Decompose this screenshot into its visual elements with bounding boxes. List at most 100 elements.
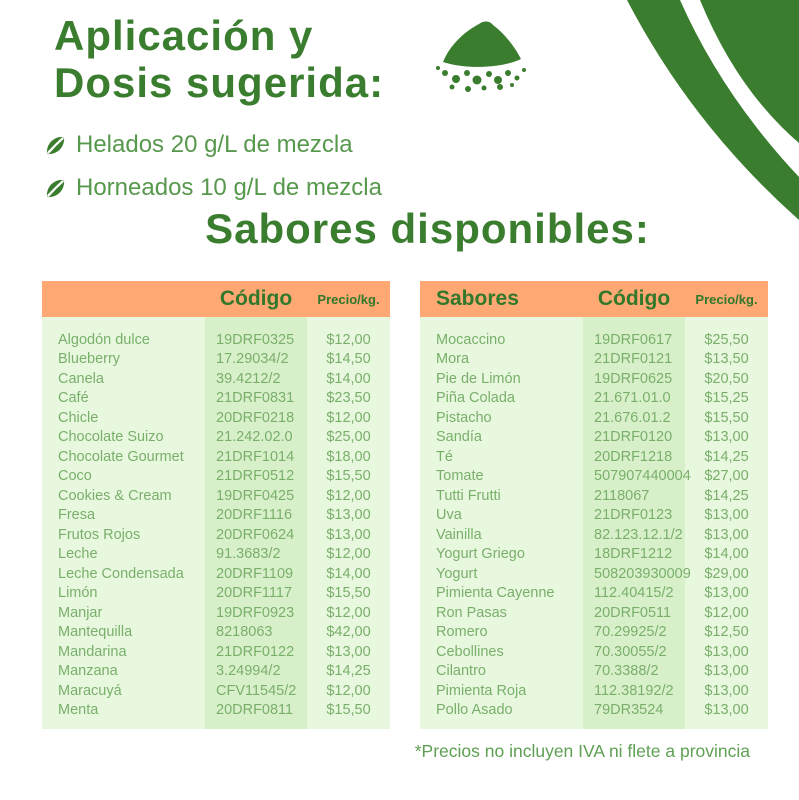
table-row: Chicle 20DRF0218 $12,00: [42, 408, 390, 428]
code-cell: 2118067: [594, 487, 650, 504]
header-codigo-cell: Código: [597, 287, 671, 310]
table-rows-left: Algodón dulce 19DRF0325 $12,00 Blueberry 17.…: [42, 330, 390, 720]
flavor-name-cell: Mandarina: [58, 643, 127, 660]
table-row: Ron Pasas 20DRF0511 $12,00: [420, 603, 768, 623]
header-sabores-cell: Sabores: [436, 287, 519, 310]
table-row: Frutos Rojos 20DRF0624 $13,00: [42, 525, 390, 545]
table-body-left: Algodón dulce 19DRF0325 $12,00 Blueberry 17.…: [42, 317, 390, 729]
code-cell: 20DRF0511: [594, 604, 672, 621]
code-cell: 17.29034/2: [216, 351, 289, 368]
table-row: Pimienta Roja 112.38192/2 $13,00: [420, 681, 768, 701]
flavor-name-cell: Sandía: [436, 429, 482, 446]
flavor-name-cell: Fresa: [58, 507, 96, 524]
code-cell: 21.242.02.0: [216, 429, 293, 446]
flavor-name-cell: Menta: [58, 702, 99, 719]
flavor-name-cell: Pimienta Cayenne: [436, 585, 555, 602]
header-precio-cell: Precio/kg.: [695, 291, 758, 307]
price-cell: $12,00: [326, 546, 371, 563]
code-cell: 507907440004: [594, 468, 691, 485]
table-row: Pimienta Cayenne 112.40415/2 $13,00: [420, 584, 768, 604]
code-cell: 82.123.12.1/2: [594, 526, 683, 543]
flavor-name-cell: Leche Condensada: [58, 565, 184, 582]
table-row: Tomate 507907440004 $27,00: [420, 467, 768, 487]
price-cell: $15,50: [326, 702, 371, 719]
code-cell: 21DRF0123: [594, 507, 673, 524]
price-cell: $14,25: [704, 448, 749, 465]
flavor-name-cell: Limón: [58, 585, 98, 602]
price-cell: $15,50: [704, 409, 749, 426]
flavor-name-cell: Piña Colada: [436, 390, 515, 407]
code-cell: 19DRF0923: [216, 604, 295, 621]
table-row: Cilantro 70.3388/2 $13,00: [420, 662, 768, 682]
flavor-name-cell: Blueberry: [58, 351, 121, 368]
code-cell: 21.676.01.2: [594, 409, 671, 426]
price-cell: $15,50: [326, 468, 371, 485]
flavor-name-cell: Café: [58, 390, 89, 407]
flavor-name-cell: Maracuyá: [58, 682, 122, 699]
price-cell: $13,00: [704, 643, 749, 660]
price-cell: $13,00: [704, 702, 749, 719]
table-header-right: Sabores Código Precio/kg.: [420, 281, 768, 317]
code-cell: 112.40415/2: [594, 585, 674, 602]
code-cell: 112.38192/2: [594, 682, 674, 699]
flavor-name-cell: Manzana: [58, 663, 118, 680]
table-row: Canela 39.4212/2 $14,00: [42, 369, 390, 389]
table-rows-right: Mocaccino 19DRF0617 $25,50 Mora 21DRF0121 $13…: [420, 330, 768, 720]
table-row: Chocolate Suizo 21.242.02.0 $25,00: [42, 428, 390, 448]
flavor-name-cell: Chicle: [58, 409, 99, 426]
flavor-name-cell: Pistacho: [436, 409, 492, 426]
flavor-name-cell: Yogurt: [436, 565, 478, 582]
code-column-band: [205, 317, 307, 729]
price-cell: $14,00: [704, 546, 749, 563]
flavor-name-cell: Pie de Limón: [436, 370, 521, 387]
table-row: Yogurt Griego 18DRF1212 $14,00: [420, 545, 768, 565]
code-cell: 21.671.01.0: [594, 390, 671, 407]
price-cell: $12,00: [326, 409, 371, 426]
price-cell: $14,50: [326, 351, 371, 368]
price-cell: $13,00: [704, 663, 749, 680]
price-cell: $13,00: [704, 526, 749, 543]
code-cell: 508203930009: [594, 565, 691, 582]
table-row: Pistacho 21.676.01.2 $15,50: [420, 408, 768, 428]
price-cell: $12,00: [326, 682, 371, 699]
bullet-helados: Helados 20 g/L de mezcla: [44, 131, 353, 159]
table-row: Manjar 19DRF0923 $12,00: [42, 603, 390, 623]
code-cell: 21DRF0121: [594, 351, 673, 368]
flavors-table-right: Sabores Código Precio/kg. Mocaccino 19DRF…: [420, 281, 768, 729]
bullet-horneados: Horneados 10 g/L de mezcla: [44, 174, 382, 202]
price-cell: $20,50: [704, 370, 749, 387]
flavor-name-cell: Yogurt Griego: [436, 546, 525, 563]
table-row: Cebollines 70.30055/2 $13,00: [420, 642, 768, 662]
table-row: Piña Colada 21.671.01.0 $15,25: [420, 389, 768, 409]
price-cell: $12,50: [704, 624, 749, 641]
price-cell: $42,00: [326, 624, 371, 641]
table-row: Pollo Asado 79DR3524 $13,00: [420, 701, 768, 721]
price-cell: $25,00: [326, 429, 371, 446]
code-cell: 20DRF0218: [216, 409, 295, 426]
code-cell: 20DRF1218: [594, 448, 673, 465]
flavor-name-cell: Ron Pasas: [436, 604, 507, 621]
price-cell: $13,00: [704, 682, 749, 699]
price-cell: $13,00: [704, 429, 749, 446]
flavor-name-cell: Cilantro: [436, 663, 486, 680]
table-row: Romero 70.29925/2 $12,50: [420, 623, 768, 643]
price-cell: $14,25: [704, 487, 749, 504]
code-cell: 91.3683/2: [216, 546, 281, 563]
leaf-icon: [46, 179, 65, 197]
price-cell: $23,50: [326, 390, 371, 407]
table-row: Manzana 3.24994/2 $14,25: [42, 662, 390, 682]
code-cell: 3.24994/2: [216, 663, 281, 680]
header-codigo-cell: Código: [219, 287, 293, 310]
price-cell: $12,00: [326, 487, 371, 504]
price-cell: $14,00: [326, 370, 371, 387]
flavor-name-cell: Té: [436, 448, 453, 465]
code-cell: 21DRF1014: [216, 448, 295, 465]
table-row: Limón 20DRF1117 $15,50: [42, 584, 390, 604]
table-row: Blueberry 17.29034/2 $14,50: [42, 350, 390, 370]
table-row: Uva 21DRF0123 $13,00: [420, 506, 768, 526]
price-cell: $29,00: [704, 565, 749, 582]
table-row: Coco 21DRF0512 $15,50: [42, 467, 390, 487]
code-cell: 21DRF0512: [216, 468, 295, 485]
flavor-name-cell: Tomate: [436, 468, 484, 485]
table-header-left: Código Precio/kg.: [42, 281, 390, 317]
